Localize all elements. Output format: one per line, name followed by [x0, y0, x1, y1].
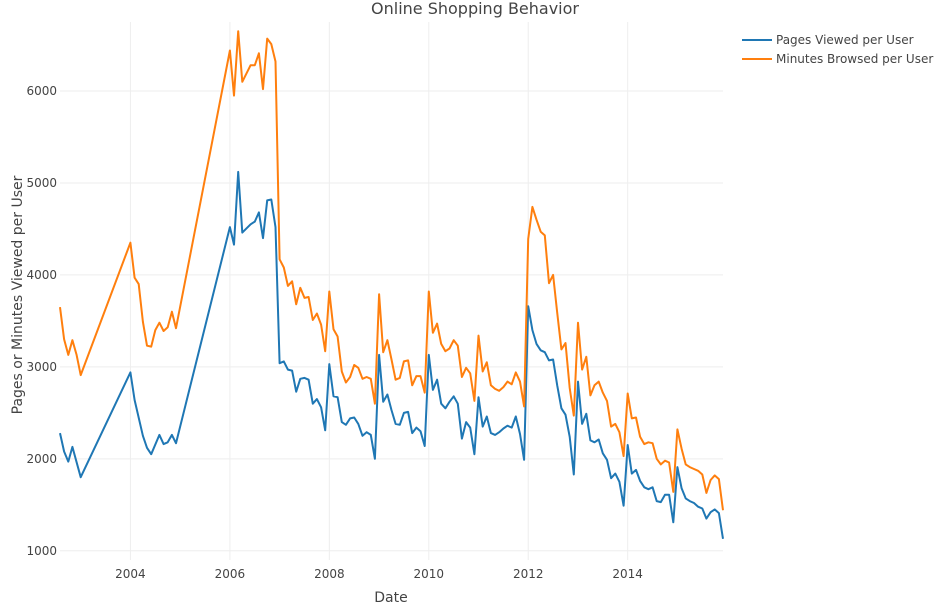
x-tick-label: 2006 [215, 567, 246, 581]
y-tick-label: 2000 [26, 452, 57, 466]
x-tick-label: 2012 [513, 567, 544, 581]
x-tick-label: 2004 [115, 567, 146, 581]
chart-title: Online Shopping Behavior [371, 0, 579, 18]
legend: Pages Viewed per User Minutes Browsed per… [742, 33, 933, 66]
gridlines [60, 22, 723, 560]
y-axis-label: Pages or Minutes Viewed per User [10, 175, 26, 414]
x-axis-label: Date [374, 590, 407, 605]
series-line-1 [59, 170, 724, 539]
y-tick-label: 3000 [26, 360, 57, 374]
series-layer [59, 30, 724, 539]
y-tick-label: 4000 [26, 268, 57, 282]
x-tick-label: 2008 [314, 567, 345, 581]
legend-label[interactable]: Pages Viewed per User [776, 33, 914, 47]
axes: 2004 2006 2008 2010 2012 2014 1000 2000 3000 4000… [26, 84, 643, 581]
y-tick-label: 1000 [26, 544, 57, 558]
x-tick-label: 2010 [414, 567, 445, 581]
series-line-2 [59, 30, 724, 511]
y-tick-label: 5000 [26, 176, 57, 190]
x-tick-label: 2014 [612, 567, 643, 581]
y-tick-label: 6000 [26, 84, 57, 98]
legend-label[interactable]: Minutes Browsed per User [776, 52, 933, 66]
